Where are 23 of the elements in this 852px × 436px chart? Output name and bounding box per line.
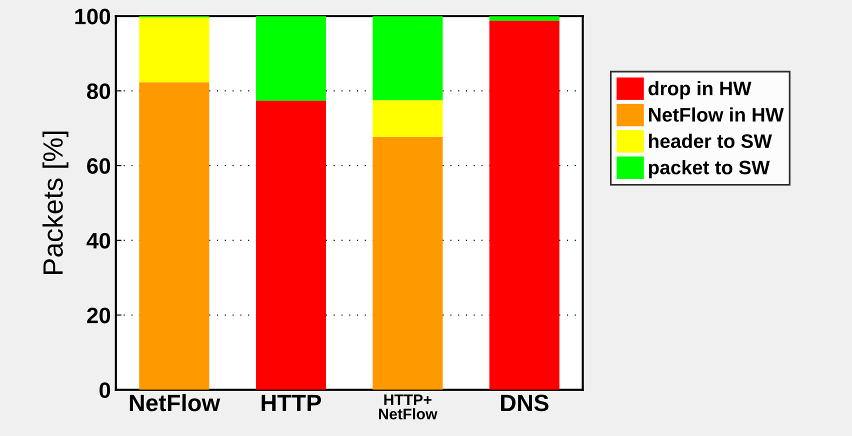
y-tick-label: 60 bbox=[87, 158, 110, 174]
x-tick-label: HTTP+ NetFlow bbox=[379, 394, 438, 420]
bar bbox=[372, 100, 443, 137]
legend-label: NetFlow in HW bbox=[649, 107, 784, 122]
y-axis-title: Packets [%] bbox=[42, 132, 68, 274]
legend-label: drop in HW bbox=[648, 81, 752, 100]
y-tick-label: 40 bbox=[86, 232, 110, 249]
y-tick-label: 100 bbox=[75, 8, 110, 24]
x-tick-label: DNS bbox=[501, 394, 548, 412]
bar bbox=[372, 136, 443, 390]
y-tick-label: 80 bbox=[87, 83, 110, 100]
bar bbox=[256, 100, 326, 390]
y-tick-label: 0 bbox=[100, 382, 110, 398]
y-tick-label: 20 bbox=[87, 308, 110, 324]
bar bbox=[139, 82, 210, 390]
legend-label: header to SW bbox=[649, 134, 772, 148]
bar bbox=[139, 17, 210, 82]
x-tick-label: HTTP bbox=[262, 394, 321, 412]
bar bbox=[256, 16, 326, 101]
x-tick-label: NetFlow bbox=[130, 394, 220, 412]
bar bbox=[372, 16, 443, 100]
legend-label: packet to SW bbox=[649, 160, 770, 178]
bar bbox=[489, 20, 560, 390]
